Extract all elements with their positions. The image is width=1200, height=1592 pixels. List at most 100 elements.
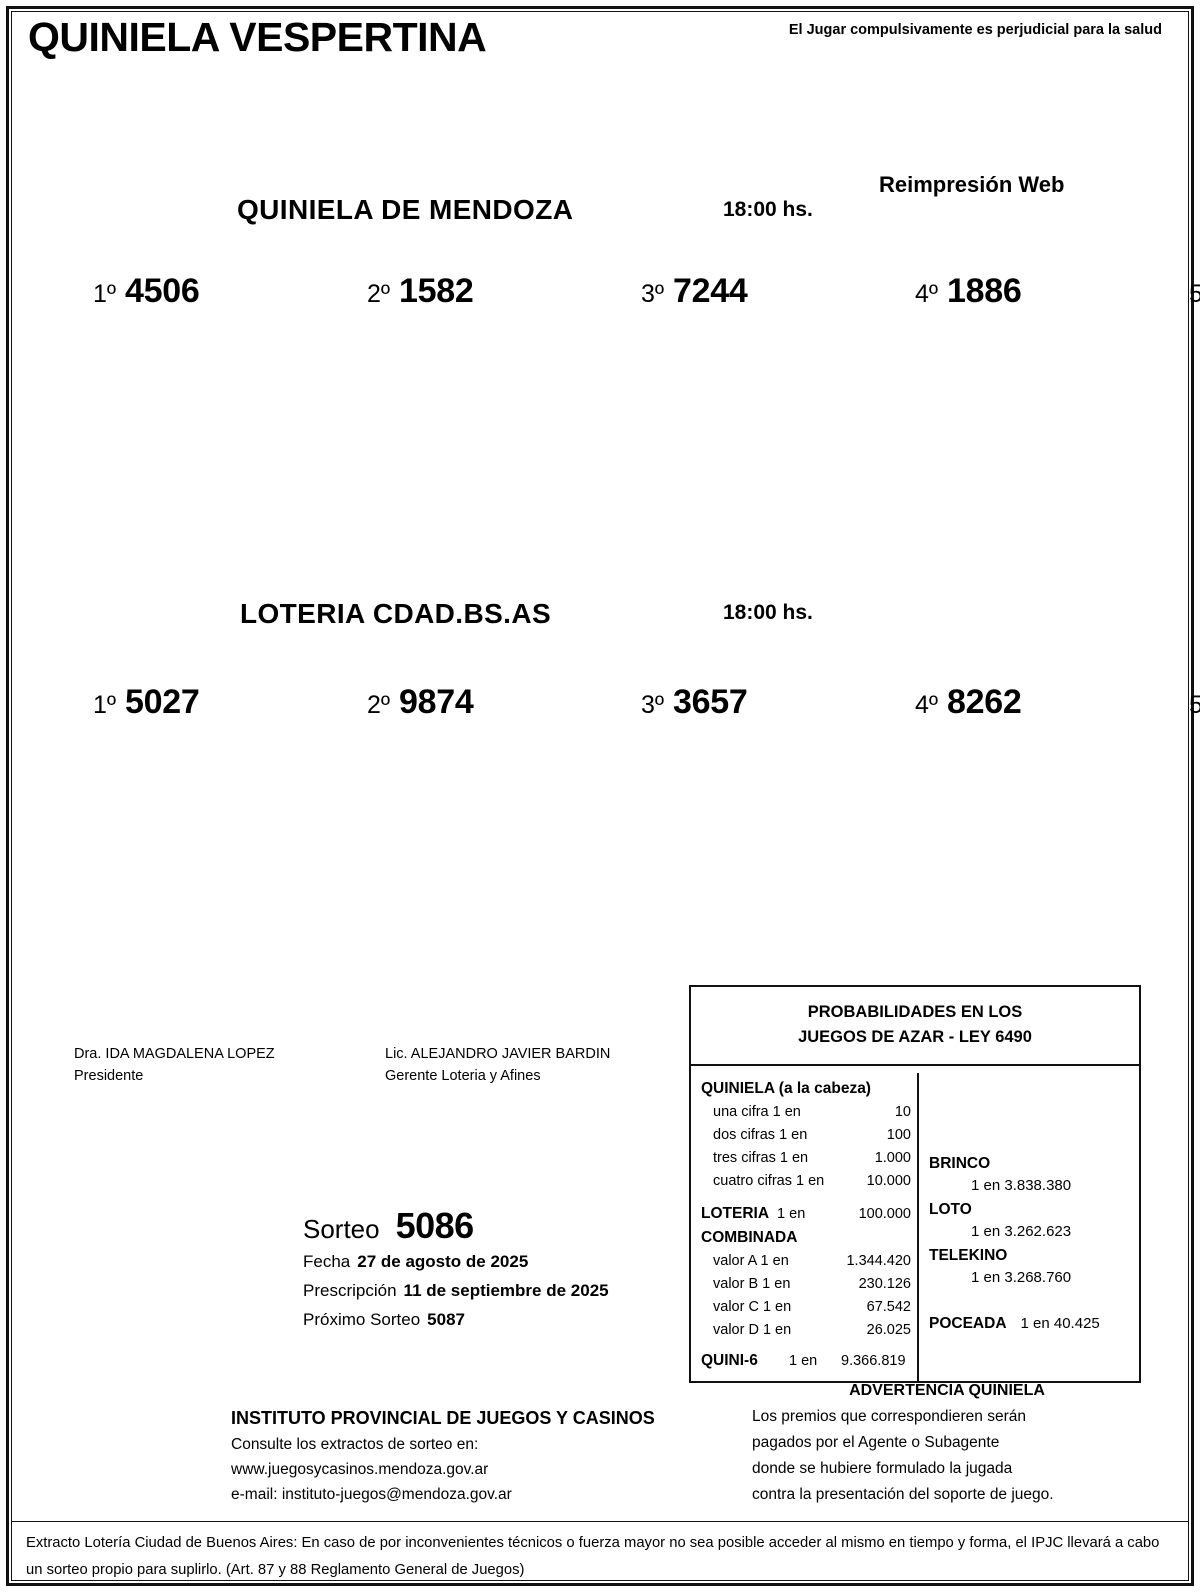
probabilities-title-line1: PROBABILIDADES EN LOS [807,1003,1023,1021]
results-table-bsas: 1º50272º98743º36574º82625º32476º22317º73… [60,683,1200,741]
quiniela-odds-row: cuatro cifras 1 en 10.000 [701,1170,911,1193]
game-name: TELEKINO [929,1247,1008,1264]
result-cell: 3º 3657 [608,683,882,741]
result-number: 4506 [125,272,200,310]
sorteo-number-line: Sorteo 5086 [303,1208,609,1247]
quiniela-odds-value: 1.000 [874,1150,911,1166]
game-name: POCEADA [929,1315,1007,1332]
quiniela-odds-value: 10.000 [866,1173,911,1189]
result-cell: 3º 7244 [608,272,882,330]
combinada-odds-label: valor D 1 en [713,1322,792,1338]
combinada-odds-label: valor C 1 en [713,1299,792,1315]
reimpresion-web-label: Reimpresión Web [879,172,1065,197]
spacer [929,1077,1133,1153]
signature-president-role: Presidente [74,1068,144,1084]
advertencia-title: ADVERTENCIA QUINIELA [849,1382,1045,1399]
sorteo-prescripcion-row: Prescripción 11 de septiembre de 2025 [303,1276,609,1305]
draw-time-mendoza: 18:00 hs. [723,198,813,221]
result-cell: 1º 4506 [60,272,334,330]
quini6-en: 1 en [789,1353,818,1369]
result-position: 3º [640,280,664,308]
bottom-divider [12,1521,1188,1522]
signature-manager-name: Lic. ALEJANDRO JAVIER BARDIN [385,1046,611,1062]
advertencia-line: donde se hubiere formulado la jugada [752,1460,1013,1477]
institute-block: INSTITUTO PROVINCIAL DE JUEGOS Y CASINOS… [231,1405,655,1507]
result-cell: 4º 8262 [882,683,1156,741]
result-position: 1º [92,280,116,308]
signature-manager: Lic. ALEJANDRO JAVIER BARDIN Gerente Lot… [385,1043,610,1087]
result-cell: 2º 1582 [334,272,608,330]
quiniela-odds-label: dos cifras 1 en [713,1127,808,1143]
combinada-odds-label: valor B 1 en [713,1276,791,1292]
advertencia-line: Los premios que correspondieren serán [752,1408,1026,1425]
probabilities-title-line2: JUEGOS DE AZAR - LEY 6490 [798,1028,1032,1046]
result-cell: 1º 5027 [60,683,334,741]
quini6-row: QUINI-6 1 en 9.366.819 [701,1342,911,1373]
quini6-label: QUINI-6 [701,1352,758,1369]
bottom-note-text: Extracto Lotería Ciudad de Buenos Aires:… [26,1535,1160,1578]
probabilities-title: PROBABILIDADES EN LOS JUEGOS DE AZAR - L… [691,987,1139,1066]
combinada-odds-value: 1.344.420 [846,1253,911,1269]
result-number: 8262 [947,683,1022,721]
quiniela-odds-value: 10 [894,1104,911,1120]
sorteo-info-block: Sorteo 5086 Fecha 27 de agosto de 2025 Pre… [303,1208,609,1334]
result-position: 1º [92,691,116,719]
spacer [929,1291,1133,1313]
result-number: 7244 [673,272,748,310]
combinada-odds-row: valor A 1 en 1.344.420 [701,1250,911,1273]
loteria-label: LOTERIA [701,1205,770,1222]
sorteo-number: 5086 [395,1205,475,1246]
institute-title: INSTITUTO PROVINCIAL DE JUEGOS Y CASINOS [231,1408,655,1428]
result-number: 9874 [399,683,474,721]
page-frame-outer [6,6,1194,1586]
signature-president: Dra. IDA MAGDALENA LOPEZ Presidente [74,1043,275,1087]
combinada-odds-row: valor D 1 en 26.025 [701,1319,911,1342]
advertencia-block: ADVERTENCIA QUINIELA Los premios que cor… [752,1378,1152,1508]
spacer-1 [701,1193,911,1202]
sorteo-fecha-value: 27 de agosto de 2025 [357,1252,529,1271]
sorteo-proximo-row: Próximo Sorteo 5087 [303,1305,609,1334]
institute-email[interactable]: e-mail: instituto-juegos@mendoza.gov.ar [231,1486,512,1503]
game-name: LOTO [929,1201,972,1218]
result-cell: 5º7221 [1156,272,1200,330]
quini6-value: 9.366.819 [841,1353,906,1369]
result-position: 4º [914,691,938,719]
combinada-rows: valor A 1 en 1.344.420 valor B 1 en 230.126… [701,1250,911,1342]
game-name: BRINCO [929,1155,991,1172]
quiniela-odds-label: una cifra 1 en [713,1104,801,1120]
institute-consult-line: Consulte los extractos de sorteo en: [231,1436,479,1453]
quiniela-odds-row: dos cifras 1 en 100 [701,1124,911,1147]
quiniela-odds-label: tres cifras 1 en [713,1150,809,1166]
game-odds-row: BRINCO 1 en 3.838.380 [929,1153,1133,1197]
probabilities-panel: PROBABILIDADES EN LOS JUEGOS DE AZAR - L… [689,985,1141,1383]
draw-time-bsas: 18:00 hs. [723,601,813,624]
combinada-header: COMBINADA [701,1229,798,1246]
result-number: 5027 [125,683,200,721]
result-number: 1886 [947,272,1022,310]
combinada-odds-value: 26.025 [866,1322,911,1338]
institute-website[interactable]: www.juegosycasinos.mendoza.gov.ar [231,1461,489,1478]
page-frame-inner [11,11,1189,1581]
game-odds: 1 en 3.838.380 [971,1177,1072,1194]
page-title: QUINIELA VESPERTINA [28,14,487,60]
result-cell: 4º 1886 [882,272,1156,330]
combinada-odds-label: valor A 1 en [713,1253,789,1269]
combinada-odds-row: valor B 1 en 230.126 [701,1273,911,1296]
loteria-row: LOTERIA 1 en 100.000 [701,1202,911,1226]
gambling-warning-text: El Jugar compulsivamente es perjudicial … [788,22,1162,38]
game-odds: 1 en 40.425 [1020,1315,1100,1332]
result-position: 2º [366,691,390,719]
result-position: 2º [366,280,390,308]
probabilities-right-column: BRINCO 1 en 3.838.380 LOTO 1 en 3.262.623 TE… [919,1073,1139,1381]
result-position: 3º [640,691,664,719]
game-odds: 1 en 3.268.760 [971,1269,1072,1286]
quiniela-odds-row: una cifra 1 en 10 [701,1101,911,1124]
loteria-value: 100.000 [858,1206,911,1222]
advertencia-line: contra la presentación del soporte de ju… [752,1486,1054,1503]
sorteo-prescripcion-label: Prescripción [303,1281,397,1300]
quiniela-odds-row: tres cifras 1 en 1.000 [701,1147,911,1170]
probabilities-body: QUINIELA (a la cabeza) una cifra 1 en 10 d… [691,1066,1139,1381]
sorteo-fecha-row: Fecha 27 de agosto de 2025 [303,1247,609,1276]
quiniela-odds-label: cuatro cifras 1 en [713,1173,825,1189]
sorteo-proximo-value: 5087 [427,1310,465,1329]
